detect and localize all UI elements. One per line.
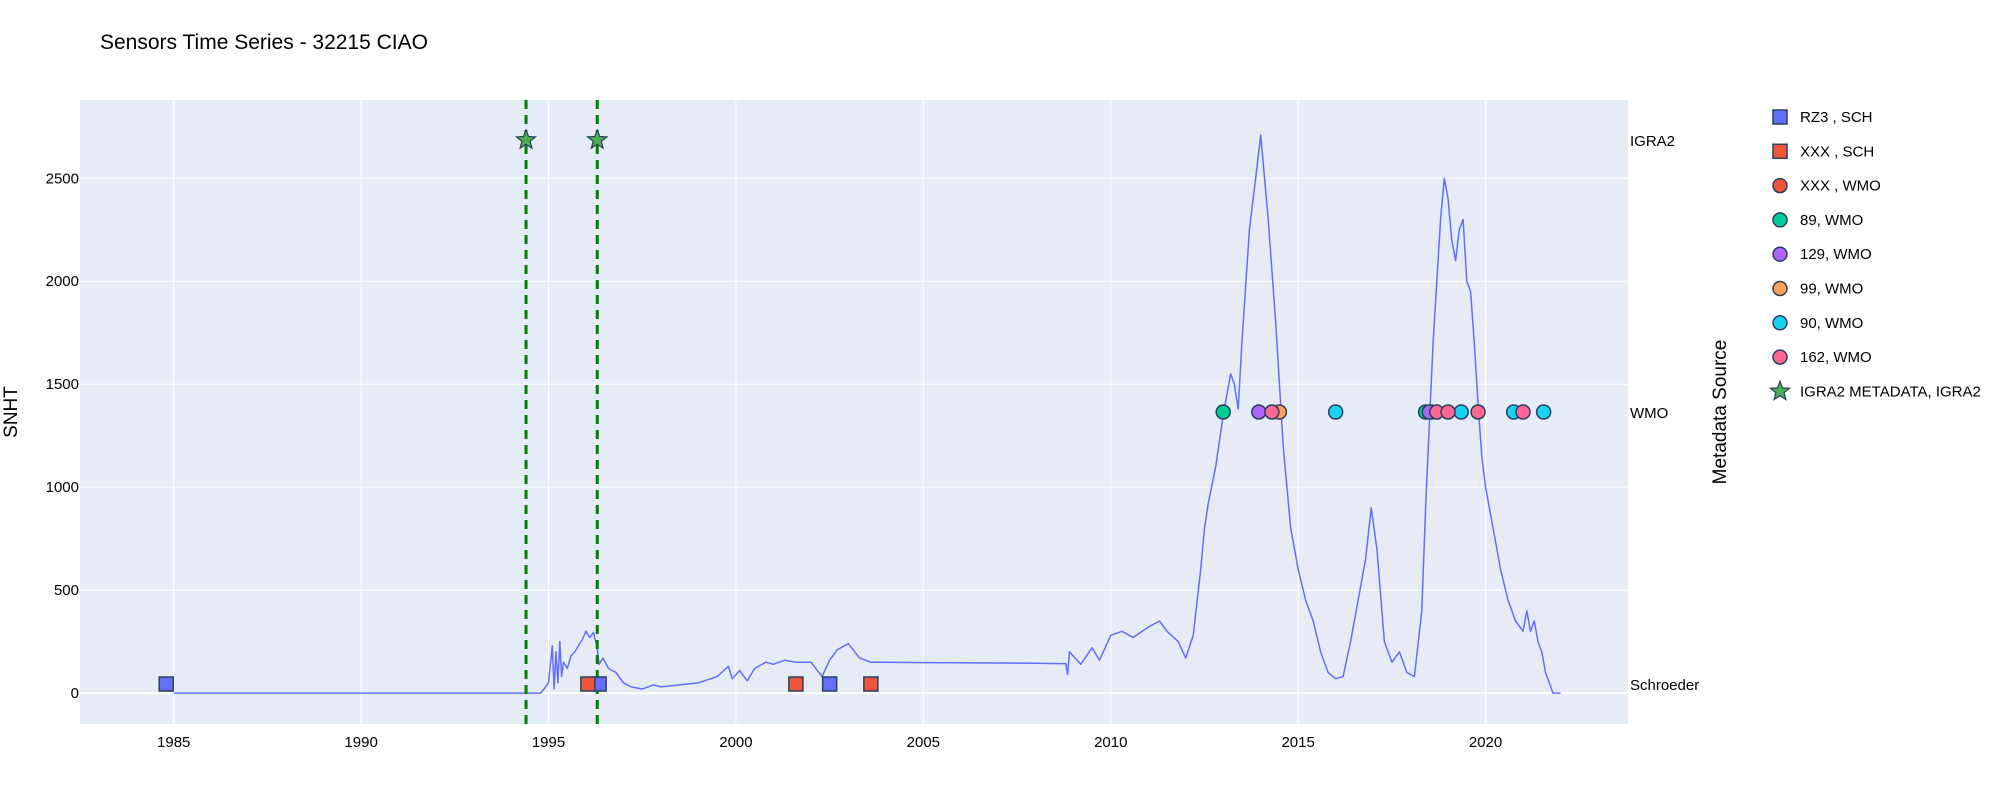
marker-point <box>1327 404 1344 420</box>
y2-tick-label: WMO <box>1630 405 1668 422</box>
y2-tick-label: IGRA2 <box>1630 133 1675 150</box>
y-tick-label: 500 <box>54 582 79 599</box>
legend-entry: IGRA2 METADATA, IGRA2 <box>1800 383 1981 400</box>
marker-point <box>1440 404 1456 420</box>
y-tick-label: 0 <box>71 685 79 702</box>
x-tick-label: 1985 <box>157 734 190 751</box>
plot-area: 1985 1990 1995 2000 2005 2010 2015 2020 0 500 1000… <box>46 100 1699 751</box>
y-tick-label: 1500 <box>46 376 79 393</box>
legend-entry: XXX , SCH <box>1800 143 1874 160</box>
legend-marker <box>1772 143 1788 160</box>
legend: RZ3 , SCH XXX , SCH XXX , WMO 89, WMO 129, W… <box>1768 109 1981 401</box>
legend-marker <box>1772 280 1788 297</box>
legend-entry: RZ3 , SCH <box>1800 109 1873 126</box>
legend-marker <box>1772 315 1788 331</box>
plot-background <box>80 100 1628 724</box>
legend-entry: XXX , WMO <box>1800 178 1881 195</box>
marker-point <box>1215 404 1231 420</box>
marker-point <box>821 676 838 692</box>
legend-marker <box>1772 246 1788 262</box>
x-tick-label: 2015 <box>1281 734 1314 751</box>
marker-point <box>1515 404 1531 420</box>
y-tick-label: 2000 <box>46 273 79 290</box>
x-tick-label: 2020 <box>1469 734 1502 751</box>
marker-point <box>1470 404 1486 420</box>
x-tick-label: 1990 <box>344 734 377 751</box>
marker-point <box>586 128 609 150</box>
legend-marker <box>1772 177 1788 194</box>
y-axis-label: SNHT <box>1 386 22 438</box>
legend-entry: 89, WMO <box>1800 212 1863 229</box>
legend-entry: 129, WMO <box>1800 246 1872 263</box>
legend-marker <box>1772 349 1788 365</box>
x-tick-label: 1995 <box>532 734 565 751</box>
marker-point <box>158 676 174 692</box>
chart-title: Sensors Time Series - 32215 CIAO <box>100 31 428 54</box>
marker-point <box>1453 404 1469 420</box>
x-tick-label: 2005 <box>907 734 940 751</box>
x-tick-label: 2010 <box>1094 734 1127 751</box>
y-tick-label: 1000 <box>46 479 79 496</box>
marker-point <box>863 676 879 692</box>
marker-point <box>580 676 596 692</box>
legend-entry: 99, WMO <box>1800 281 1863 298</box>
marker-point <box>1264 404 1280 420</box>
legend-marker <box>1768 379 1792 401</box>
legend-entry: 90, WMO <box>1800 315 1863 332</box>
legend-entry: 162, WMO <box>1800 349 1872 366</box>
marker-point <box>514 128 538 150</box>
marker-point <box>1251 404 1267 420</box>
marker-point <box>788 676 804 692</box>
legend-marker <box>1772 212 1788 228</box>
snht-line <box>173 134 1561 694</box>
y2-axis-label: Metadata Source <box>1710 340 1731 485</box>
x-tick-label: 2000 <box>719 734 752 751</box>
y-tick-label: 2500 <box>46 170 79 187</box>
y2-tick-label: Schroeder <box>1630 677 1699 694</box>
marker-point <box>1535 404 1552 420</box>
legend-marker <box>1772 109 1788 125</box>
